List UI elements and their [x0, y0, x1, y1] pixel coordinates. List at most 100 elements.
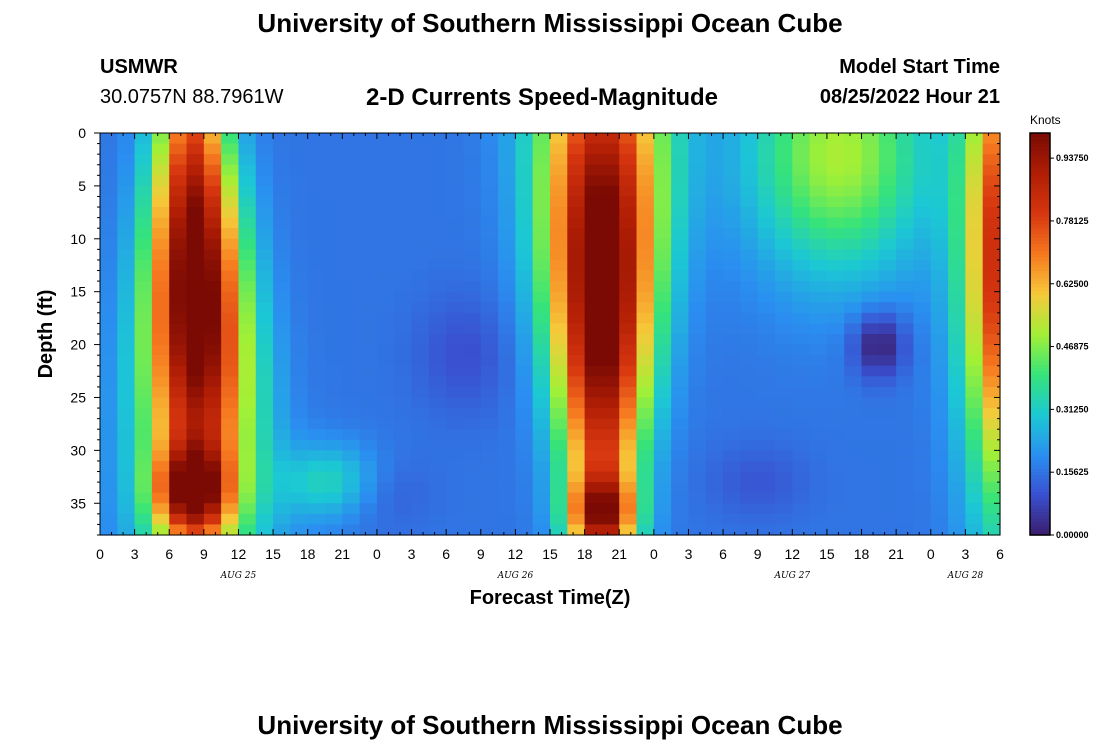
heatmap-cell [826, 302, 845, 314]
heatmap-cell [740, 408, 759, 420]
heatmap-cell [567, 133, 586, 145]
heatmap-cell [273, 439, 291, 451]
heatmap-cell [359, 450, 378, 462]
heatmap-cell [273, 143, 291, 155]
heatmap-cell [930, 238, 949, 250]
heatmap-cell [342, 386, 361, 399]
heatmap-cell [221, 185, 240, 198]
heatmap-cell [775, 439, 793, 451]
heatmap-cell [498, 270, 516, 282]
heatmap-cell [463, 513, 482, 526]
heatmap-cell [446, 418, 465, 430]
heatmap-cell [100, 143, 118, 155]
heatmap-cell [532, 365, 551, 377]
heatmap-cell [463, 344, 482, 356]
heatmap-cell [359, 281, 378, 293]
colorbar-segment [1030, 374, 1050, 379]
colorbar-segment [1030, 246, 1050, 251]
heatmap-cell [532, 238, 551, 250]
heatmap-cell [376, 418, 395, 430]
heatmap-cell [826, 270, 845, 282]
colorbar-segment [1030, 267, 1050, 271]
heatmap-cell [428, 217, 447, 229]
heatmap-cell [221, 471, 240, 483]
heatmap-cell [550, 471, 568, 483]
heatmap-cell [359, 365, 378, 377]
heatmap-cell [896, 429, 915, 441]
heatmap-cell [982, 207, 1001, 219]
heatmap-cell [844, 355, 863, 367]
heatmap-cell [619, 482, 638, 494]
heatmap-cell [169, 323, 188, 335]
heatmap-cell [584, 492, 603, 504]
heatmap-cell [307, 344, 326, 356]
heatmap-cell [619, 418, 638, 430]
heatmap-cell [601, 196, 620, 208]
heatmap-cell [861, 291, 880, 303]
colorbar-segment [1030, 431, 1050, 436]
heatmap-cell [584, 249, 603, 261]
heatmap-cell [809, 302, 828, 314]
heatmap-cell [325, 217, 343, 229]
heatmap-cell [515, 249, 534, 261]
heatmap-cell [221, 344, 240, 356]
heatmap-cell [307, 418, 326, 430]
heatmap-cell [965, 344, 984, 356]
heatmap-cell [671, 164, 690, 176]
heatmap-cell [411, 334, 430, 346]
heatmap-cell [134, 482, 153, 494]
heatmap-cell [515, 503, 534, 515]
heatmap-cell [896, 513, 915, 526]
heatmap-cell [376, 217, 395, 229]
heatmap-cell [913, 376, 932, 388]
heatmap-cell [671, 344, 690, 356]
heatmap-cell [515, 513, 534, 526]
heatmap-cell [740, 185, 759, 198]
heatmap-cell [584, 439, 603, 451]
heatmap-cell [948, 471, 966, 483]
heatmap-cell [446, 492, 465, 504]
heatmap-cell [550, 249, 568, 261]
y-tick-label: 15 [70, 284, 86, 300]
heatmap-cell [376, 238, 395, 250]
heatmap-cell [861, 386, 880, 399]
heatmap-cell [134, 175, 153, 187]
heatmap-cell [428, 482, 447, 494]
heatmap-cell [982, 291, 1001, 303]
heatmap-cell [792, 524, 811, 536]
heatmap-cell [826, 365, 845, 377]
heatmap-cell [203, 386, 222, 399]
heatmap-cell [913, 291, 932, 303]
heatmap-cell [567, 492, 586, 504]
heatmap-cell [723, 143, 741, 155]
heatmap-cell [221, 482, 240, 494]
heatmap-cell [550, 355, 568, 367]
heatmap-cell [134, 418, 153, 430]
heatmap-cell [446, 238, 465, 250]
heatmap-cell [809, 175, 828, 187]
heatmap-cell [411, 302, 430, 314]
heatmap-cell [792, 207, 811, 219]
colorbar-segment [1030, 417, 1050, 422]
heatmap-cell [151, 228, 170, 240]
heatmap-cell [221, 207, 240, 219]
colorbar-segment [1030, 344, 1050, 348]
heatmap-cell [359, 355, 378, 367]
heatmap-cell [636, 196, 655, 208]
heatmap-cell [584, 397, 603, 409]
heatmap-cell [359, 291, 378, 303]
heatmap-cell [117, 524, 136, 536]
heatmap-cell [948, 334, 966, 346]
heatmap-cell [775, 365, 793, 377]
heatmap-cell [965, 524, 984, 536]
heatmap-cell [809, 439, 828, 451]
heatmap-cell [221, 175, 240, 187]
x-tick-label: 15 [265, 546, 281, 562]
heatmap-cell [826, 429, 845, 441]
heatmap-cell [878, 270, 897, 282]
heatmap-cell [861, 460, 880, 473]
heatmap-cell [290, 450, 309, 462]
heatmap-cell [446, 291, 465, 303]
heatmap-cell [134, 386, 153, 399]
